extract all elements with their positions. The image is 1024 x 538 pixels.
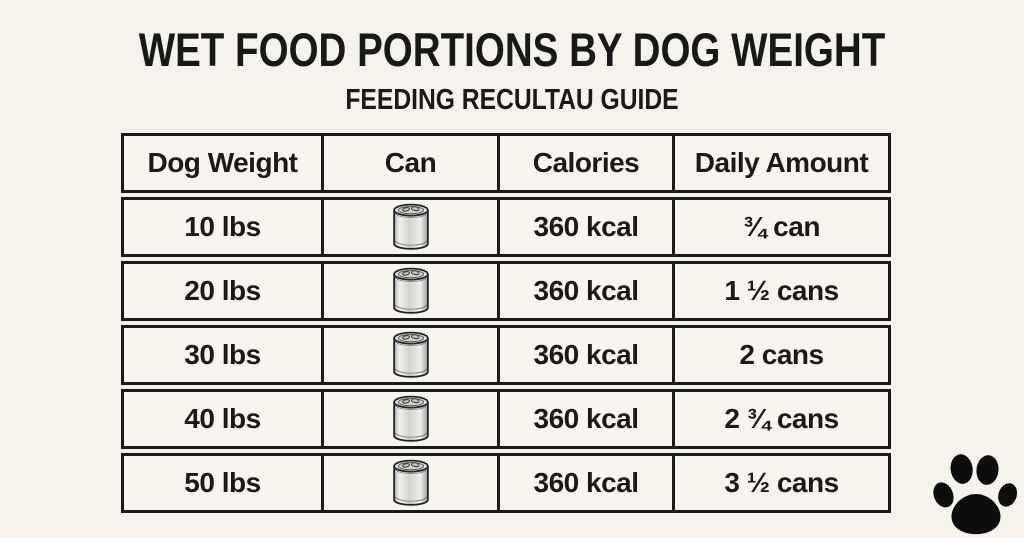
paw-print-icon <box>933 454 1018 535</box>
dog-weight-cell: 30 lbs <box>124 328 324 382</box>
can-cell <box>324 328 500 382</box>
calories-cell: 360 kcal <box>500 456 675 510</box>
tin-can-icon <box>392 395 429 442</box>
daily-amount-cell: 2 cans <box>739 339 824 370</box>
can-cell <box>324 264 500 318</box>
feeding-table: Dog Weight Can Calories Daily Amount 10 … <box>121 133 891 517</box>
dog-weight-cell: 50 lbs <box>124 456 324 510</box>
table-row: 20 lbs 360 kcal 1 ½ cans <box>121 261 891 321</box>
dog-weight-cell: 10 lbs <box>124 200 324 254</box>
table-row: 50 lbs 360 kcal 3 ½ cans <box>121 453 891 513</box>
tin-can-icon <box>392 267 429 314</box>
table-row: 10 lbs 360 kcal ¾ can <box>121 197 891 257</box>
can-cell <box>324 392 500 446</box>
daily-amount-cell: 1 ½ cans <box>724 275 839 306</box>
table-row: 40 lbs 360 kcal 2 ¾ cans <box>121 389 891 449</box>
dog-weight-cell: 20 lbs <box>124 264 324 318</box>
tin-can-icon <box>392 331 429 378</box>
calories-cell: 360 kcal <box>500 328 675 382</box>
daily-amount-cell: ¾ can <box>743 211 820 242</box>
column-header-calories: Calories <box>500 136 675 190</box>
calories-cell: 360 kcal <box>500 392 675 446</box>
column-header-daily-amount: Daily Amount <box>694 147 869 178</box>
can-cell <box>324 200 500 254</box>
tin-can-icon <box>392 203 429 250</box>
tin-can-icon <box>392 459 429 506</box>
table-header-row: Dog Weight Can Calories Daily Amount <box>121 133 891 193</box>
daily-amount-cell: 2 ¾ cans <box>724 403 839 434</box>
daily-amount-cell: 3 ½ cans <box>724 467 839 498</box>
calories-cell: 360 kcal <box>500 200 675 254</box>
page-subtitle: FEEDING RECULTAU GUIDE <box>345 84 679 116</box>
table-row: 30 lbs 360 kcal 2 cans <box>121 325 891 385</box>
column-header-dog-weight: Dog Weight <box>124 136 324 190</box>
dog-weight-cell: 40 lbs <box>124 392 324 446</box>
column-header-can: Can <box>324 136 500 190</box>
calories-cell: 360 kcal <box>500 264 675 318</box>
can-cell <box>324 456 500 510</box>
page-title: WET FOOD PORTIONS BY DOG WEIGHT <box>138 23 886 76</box>
